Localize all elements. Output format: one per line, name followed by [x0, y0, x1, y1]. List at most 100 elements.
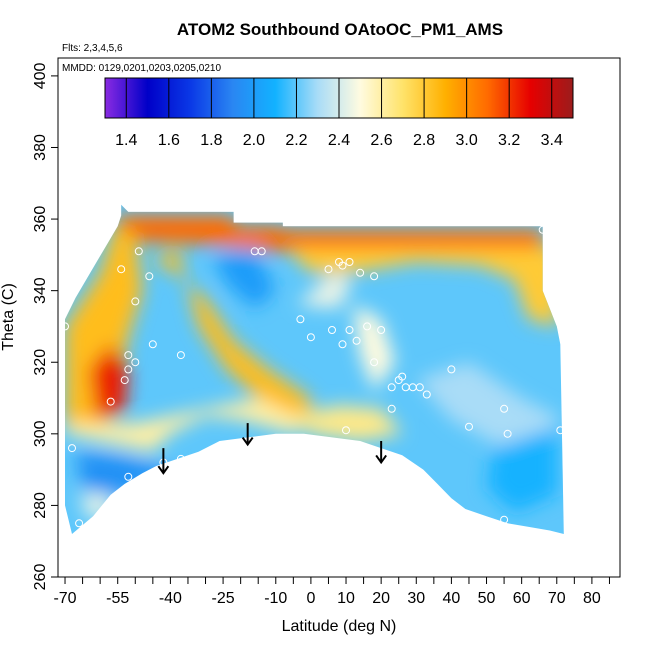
sample-point	[342, 426, 350, 435]
sample-point	[503, 429, 512, 438]
sample-point	[131, 297, 140, 306]
colorbar-tick-label: 1.6	[158, 132, 180, 149]
sample-point	[306, 333, 315, 342]
sample-point	[176, 351, 185, 360]
sample-point	[120, 376, 129, 385]
heatmap-region	[89, 344, 129, 420]
sample-point	[324, 265, 333, 274]
x-tick-label: 60	[513, 590, 531, 607]
sample-point	[148, 340, 157, 349]
x-tick-label: 10	[337, 590, 355, 607]
sample-point	[338, 340, 347, 349]
colorbar-ticks: 1.4 1.6 1.8 2.0 2.2 2.4 2.6 2.8 3.0 3.2 3.4	[115, 132, 563, 149]
x-tick-label: 80	[583, 590, 601, 607]
y-tick-label: 400	[32, 62, 49, 89]
y-tick-label: 360	[32, 206, 49, 233]
heatmap-region	[486, 426, 557, 513]
heatmap-region	[293, 405, 403, 441]
sample-point	[447, 365, 456, 374]
sample-point	[296, 315, 305, 324]
colorbar-tick-label: 2.8	[413, 132, 435, 149]
sample-point	[124, 365, 133, 374]
plot-frame	[57, 57, 621, 578]
sample-point	[61, 322, 69, 331]
x-axis-label: Latitude (deg N)	[282, 618, 397, 635]
colorbar-tick-label: 1.4	[115, 132, 137, 149]
colorbar-tick-label: 2.6	[370, 132, 392, 149]
sample-point	[117, 265, 126, 274]
flights-note: Flts: 2,3,4,5,6	[62, 43, 123, 54]
annotation-arrows	[157, 423, 387, 475]
y-axis: 260 280 300 320 340 360 380 400	[32, 62, 58, 590]
sample-point	[338, 261, 347, 270]
sample-point	[106, 397, 115, 406]
plot-area	[58, 204, 565, 577]
x-tick-label: -40	[159, 590, 182, 607]
colorbar-tick-label: 2.0	[243, 132, 265, 149]
sample-point	[75, 519, 84, 528]
sample-point	[345, 326, 354, 334]
colorbar-border	[104, 77, 574, 119]
heatmap-region	[65, 398, 311, 452]
ground-mask	[58, 433, 564, 577]
heatmap-region	[117, 215, 543, 252]
sample-points	[61, 225, 565, 528]
heatmap-region	[296, 272, 354, 309]
y-tick-label: 380	[32, 134, 49, 161]
y-tick-label: 280	[32, 492, 49, 519]
y-tick-label: 300	[32, 420, 49, 447]
colorbar-tick-label: 3.4	[541, 132, 563, 149]
sample-point	[538, 225, 547, 234]
x-tick-label: 50	[478, 590, 496, 607]
x-tick-label: 40	[443, 590, 461, 607]
heatmap-region	[152, 247, 311, 424]
sample-point	[124, 351, 133, 360]
sample-point	[176, 454, 185, 463]
y-tick-label: 320	[32, 349, 49, 376]
y-axis-label: Theta (C)	[0, 283, 17, 351]
sample-point	[500, 515, 509, 524]
x-tick-label: 0	[306, 590, 315, 607]
colorbar-tick-label: 3.0	[456, 132, 478, 149]
colorbar-tick-label: 2.2	[285, 132, 307, 149]
sample-point	[387, 404, 396, 413]
colorbar-tick-label: 1.8	[200, 132, 222, 149]
x-tick-label: -25	[212, 590, 235, 607]
sample-point	[556, 426, 565, 435]
sample-point	[465, 422, 473, 431]
sample-point	[422, 390, 431, 399]
sample-point	[345, 258, 354, 266]
x-tick-label: 20	[372, 590, 390, 607]
x-tick-label: 70	[548, 590, 566, 607]
colorbar-divisions	[125, 78, 553, 118]
sample-point	[145, 272, 154, 281]
sample-point	[68, 444, 76, 453]
colorbar-tick-label: 2.4	[328, 132, 350, 149]
colorbar: 1.4 1.6 1.8 2.0 2.2 2.4 2.6 2.8 3.0 3.2 3.4	[104, 77, 574, 149]
sample-point	[356, 268, 365, 277]
heatmap-regions	[65, 215, 561, 520]
sample-point	[398, 372, 407, 381]
arrow-annotation	[375, 440, 387, 465]
sample-point	[500, 404, 509, 413]
arrow-annotation	[157, 448, 170, 475]
x-tick-label: -55	[106, 590, 129, 607]
arrow-annotation	[241, 423, 254, 447]
colorbar-tick-label: 3.2	[498, 132, 520, 149]
y-tick-label: 260	[32, 564, 49, 591]
sample-point	[415, 383, 424, 392]
sample-point	[387, 383, 396, 392]
sample-point	[377, 326, 386, 334]
heatmap-region	[286, 247, 561, 327]
sample-point	[328, 326, 336, 334]
sample-point	[124, 472, 133, 481]
x-tick-label: 30	[407, 590, 425, 607]
x-tick-label: -10	[264, 590, 287, 607]
sample-point	[370, 358, 379, 367]
sample-point	[131, 358, 140, 367]
sample-point	[352, 336, 361, 345]
x-axis: -70 -55 -40 -25 -10 0 10 20 30 40 50 60 70 80	[53, 577, 610, 607]
chart-title: ATOM2 Southbound OAtoOC_PM1_AMS	[177, 20, 503, 39]
sample-point	[257, 247, 266, 256]
